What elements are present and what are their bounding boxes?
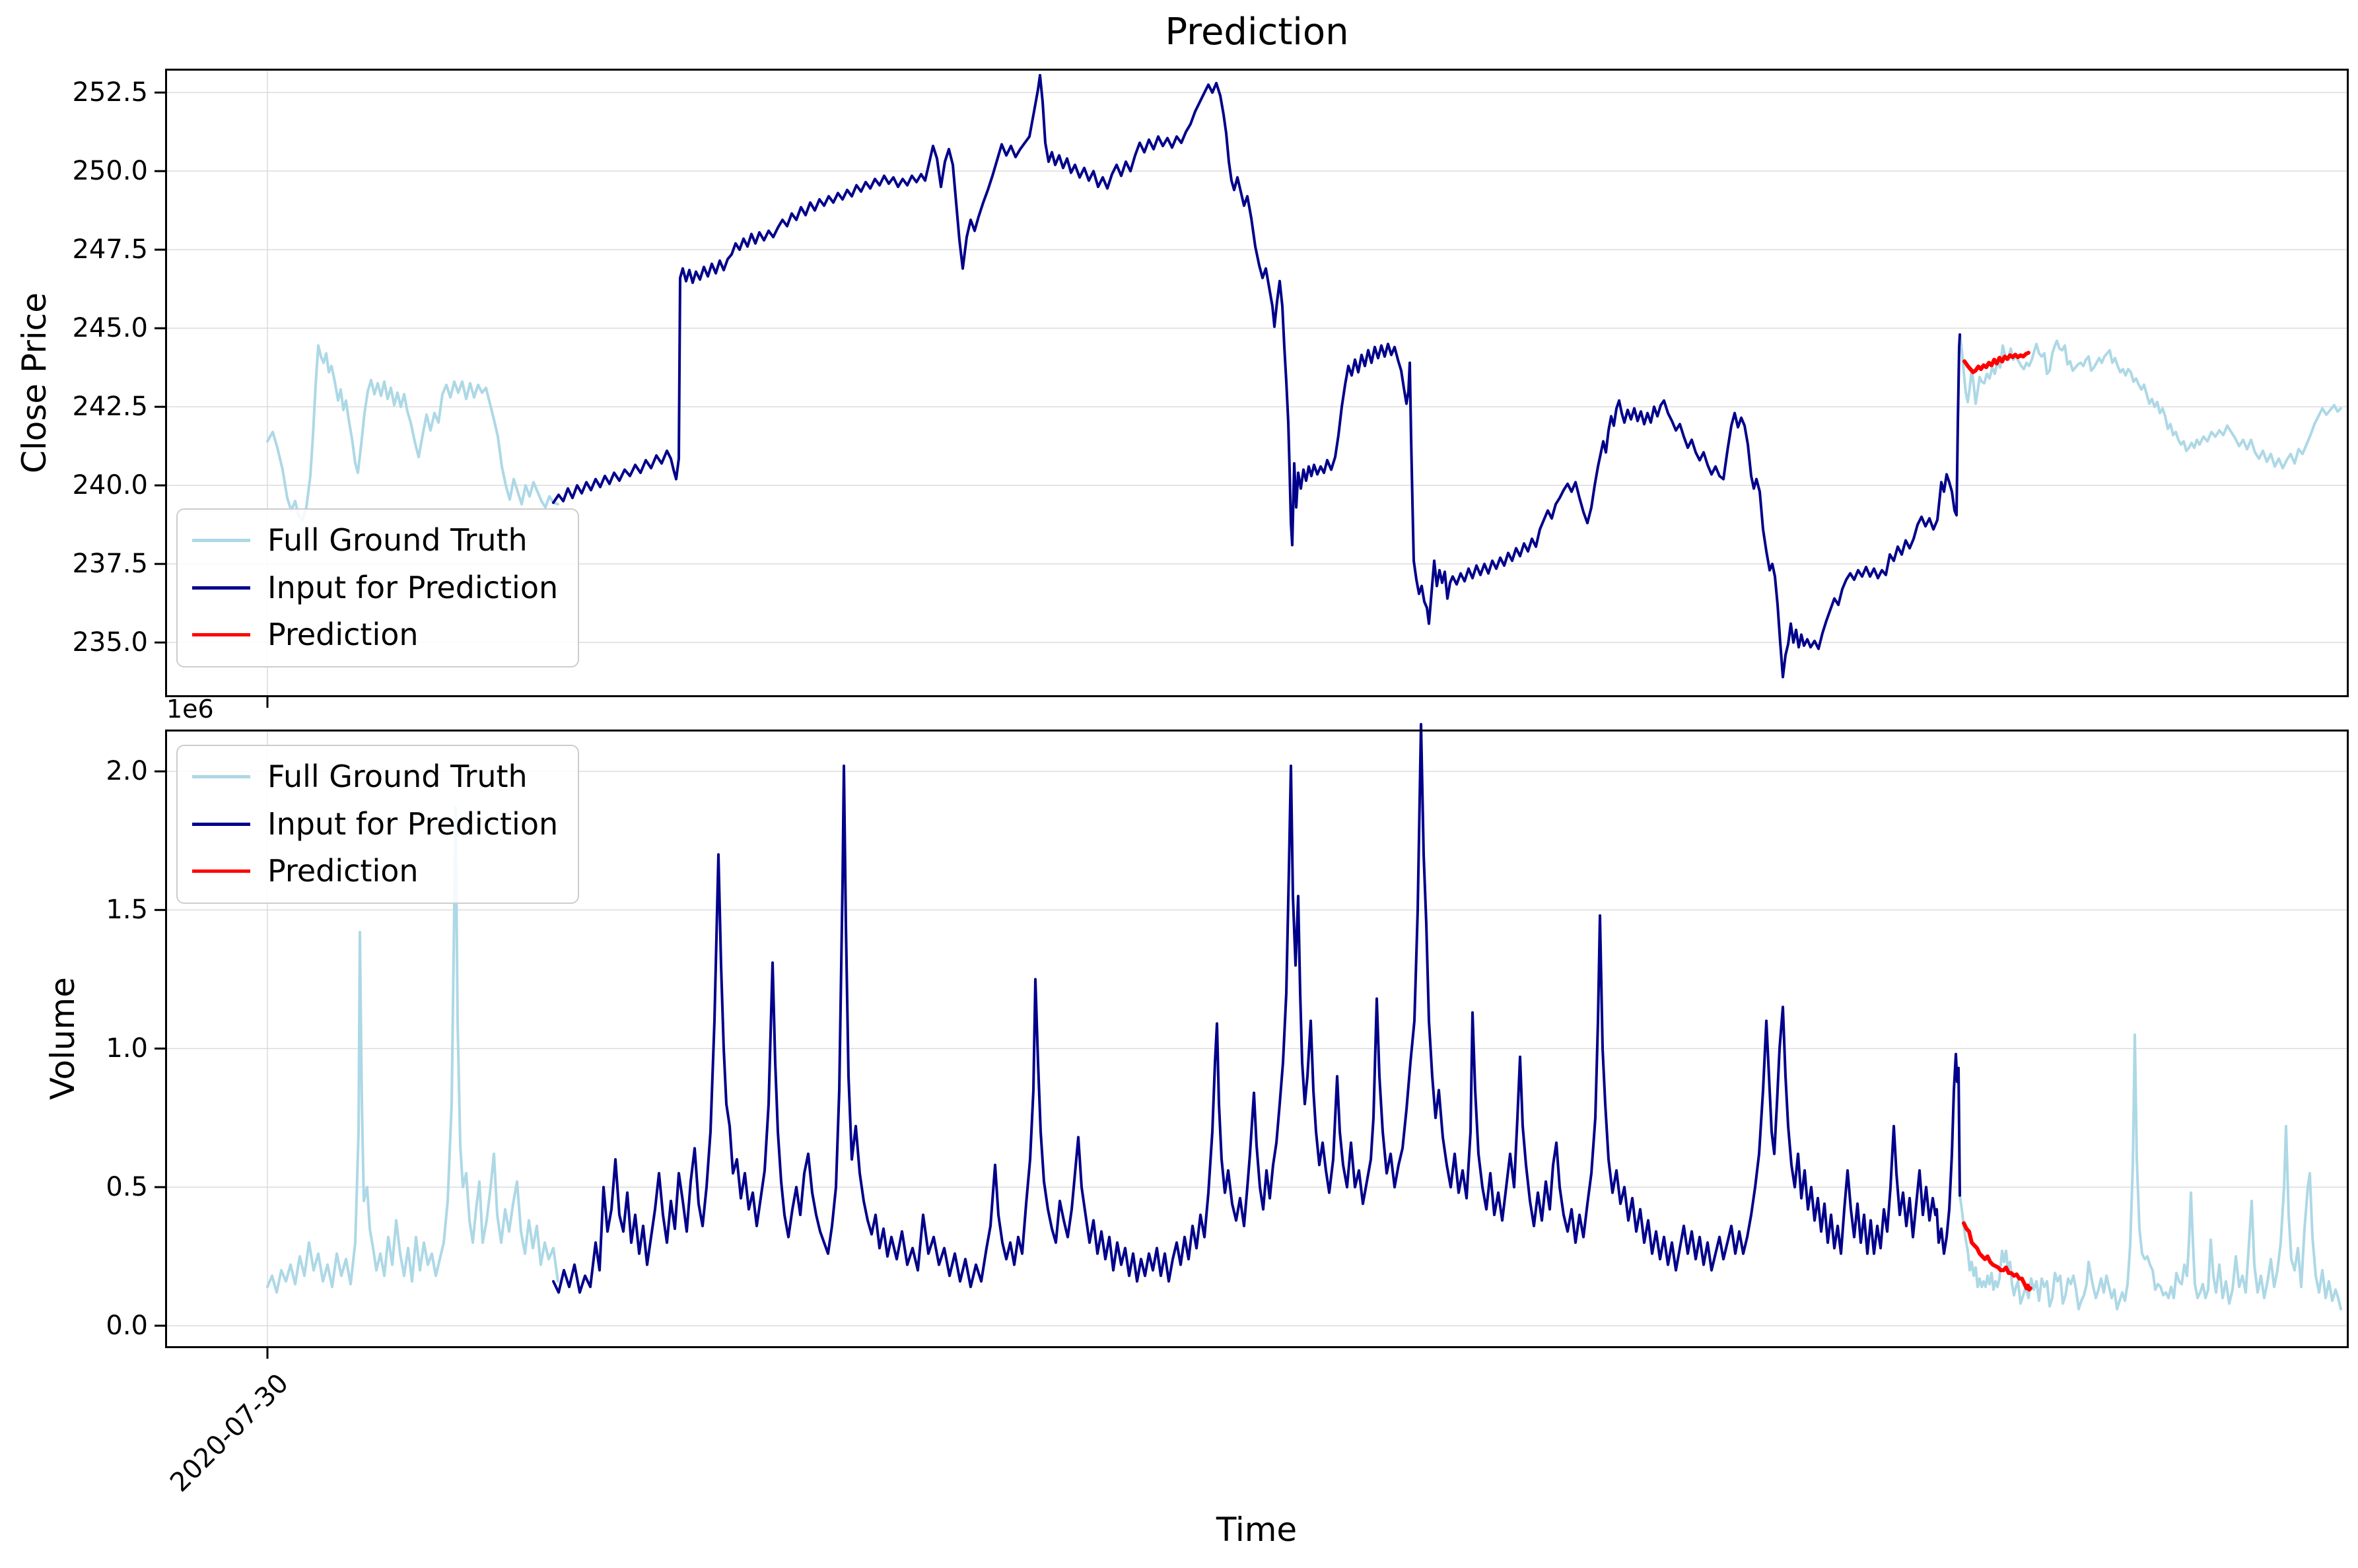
y-tick-label: 0.5 — [106, 1172, 148, 1203]
prediction-line-swatch — [192, 869, 250, 873]
volume-plot — [155, 723, 2349, 1359]
y-tick-label: 242.5 — [72, 392, 148, 423]
legend-label: Full Ground Truth — [267, 759, 528, 794]
y-tick-label: 250.0 — [72, 156, 148, 187]
prediction-line-swatch — [192, 633, 250, 637]
series-full-ground-truth — [1959, 1033, 2342, 1311]
y-tick-label: 1.0 — [106, 1033, 148, 1064]
legend-label: Input for Prediction — [267, 569, 559, 605]
y-tick-label: 1.5 — [106, 895, 148, 926]
series-full-ground-truth — [1959, 333, 2342, 469]
price-y-axis-label: Close Price — [15, 292, 53, 474]
volume-axis-offset-label: 1e6 — [166, 695, 214, 724]
legend-label: Input for Prediction — [267, 805, 559, 842]
x-axis-label: Time — [1216, 1511, 1298, 1549]
legend-label: Prediction — [267, 853, 419, 889]
y-tick-label: 0.0 — [106, 1310, 148, 1341]
y-tick-label: 252.5 — [72, 77, 148, 108]
volume-legend: Full Ground Truth Input for Prediction P… — [176, 745, 580, 904]
y-tick-label: 235.0 — [72, 627, 148, 658]
y-tick-label: 237.5 — [72, 549, 148, 580]
series-input-for-prediction — [552, 723, 1961, 1294]
series-prediction — [1962, 351, 2030, 374]
legend-item-input: Input for Prediction — [192, 569, 558, 607]
chart-title: Prediction — [1165, 11, 1349, 53]
legend-item-prediction: Prediction — [192, 616, 558, 654]
price-plot — [155, 69, 2349, 708]
series-prediction — [1962, 1221, 2032, 1292]
y-tick-label: 247.5 — [72, 234, 148, 265]
y-tick-label: 2.0 — [106, 756, 148, 787]
legend-label: Prediction — [267, 617, 419, 652]
legend-item-ground-truth: Full Ground Truth — [192, 522, 558, 560]
series-full-ground-truth — [266, 806, 559, 1294]
series-input-for-prediction — [552, 74, 1961, 679]
legend-item-ground-truth: Full Ground Truth — [192, 758, 558, 796]
series-full-ground-truth — [266, 344, 559, 522]
plot-frame — [165, 730, 2349, 1348]
input-line-swatch — [192, 586, 250, 590]
volume-y-axis-label: Volume — [44, 977, 82, 1100]
ground-truth-line-swatch — [192, 775, 250, 779]
y-tick-label: 245.0 — [72, 313, 148, 344]
input-line-swatch — [192, 822, 250, 826]
legend-item-input: Input for Prediction — [192, 805, 558, 844]
legend-label: Full Ground Truth — [267, 522, 528, 558]
price-legend: Full Ground Truth Input for Prediction P… — [176, 508, 580, 667]
legend-item-prediction: Prediction — [192, 852, 558, 891]
ground-truth-line-swatch — [192, 539, 250, 543]
x-tick-label: 2020-07-30 — [164, 1368, 295, 1498]
plot-frame — [165, 69, 2349, 697]
y-tick-label: 240.0 — [72, 470, 148, 501]
